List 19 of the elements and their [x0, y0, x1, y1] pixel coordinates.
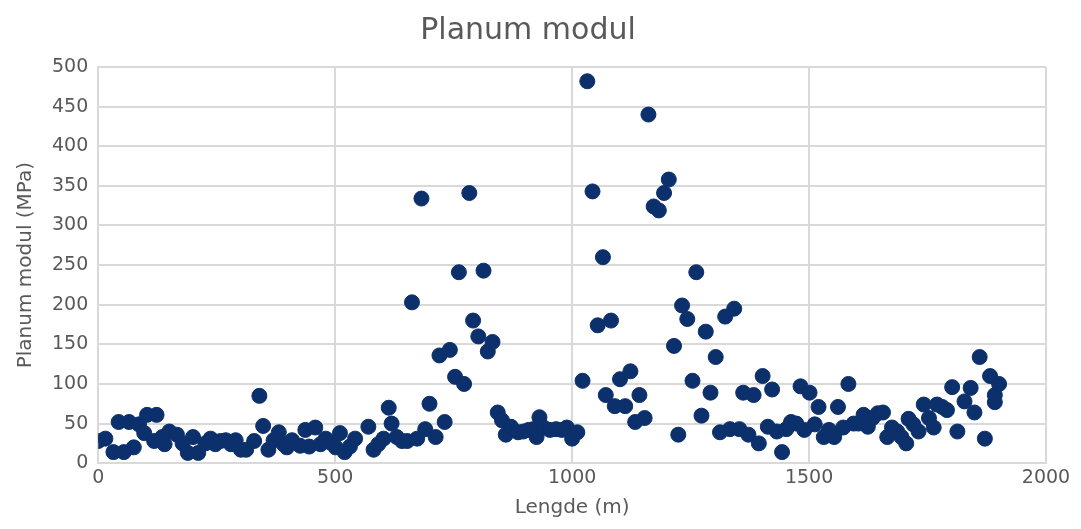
x-tick-label: 1000	[547, 464, 597, 487]
chart-title: Planum modul	[420, 10, 636, 46]
y-tick-label: 100	[52, 370, 89, 393]
x-tick-label: 1500	[784, 464, 834, 487]
x-tick-label: 500	[317, 464, 354, 487]
y-tick-label: 350	[52, 172, 89, 195]
y-tick-label: 500	[52, 53, 89, 76]
y-tick-label: 300	[52, 212, 89, 235]
y-tick-label: 150	[52, 331, 89, 354]
y-axis-title: Planum modul (MPa)	[12, 161, 37, 369]
x-tick-label: 0	[92, 464, 105, 487]
x-tick-label: 2000	[1021, 464, 1071, 487]
y-tick-label: 450	[52, 93, 89, 116]
y-tick-label: 250	[52, 252, 89, 275]
y-tick-label: 400	[52, 133, 89, 156]
y-tick-label: 0	[76, 450, 89, 473]
y-tick-label: 200	[52, 291, 89, 314]
y-tick-label: 50	[64, 410, 89, 433]
x-axis-title: Lengde (m)	[514, 494, 630, 519]
